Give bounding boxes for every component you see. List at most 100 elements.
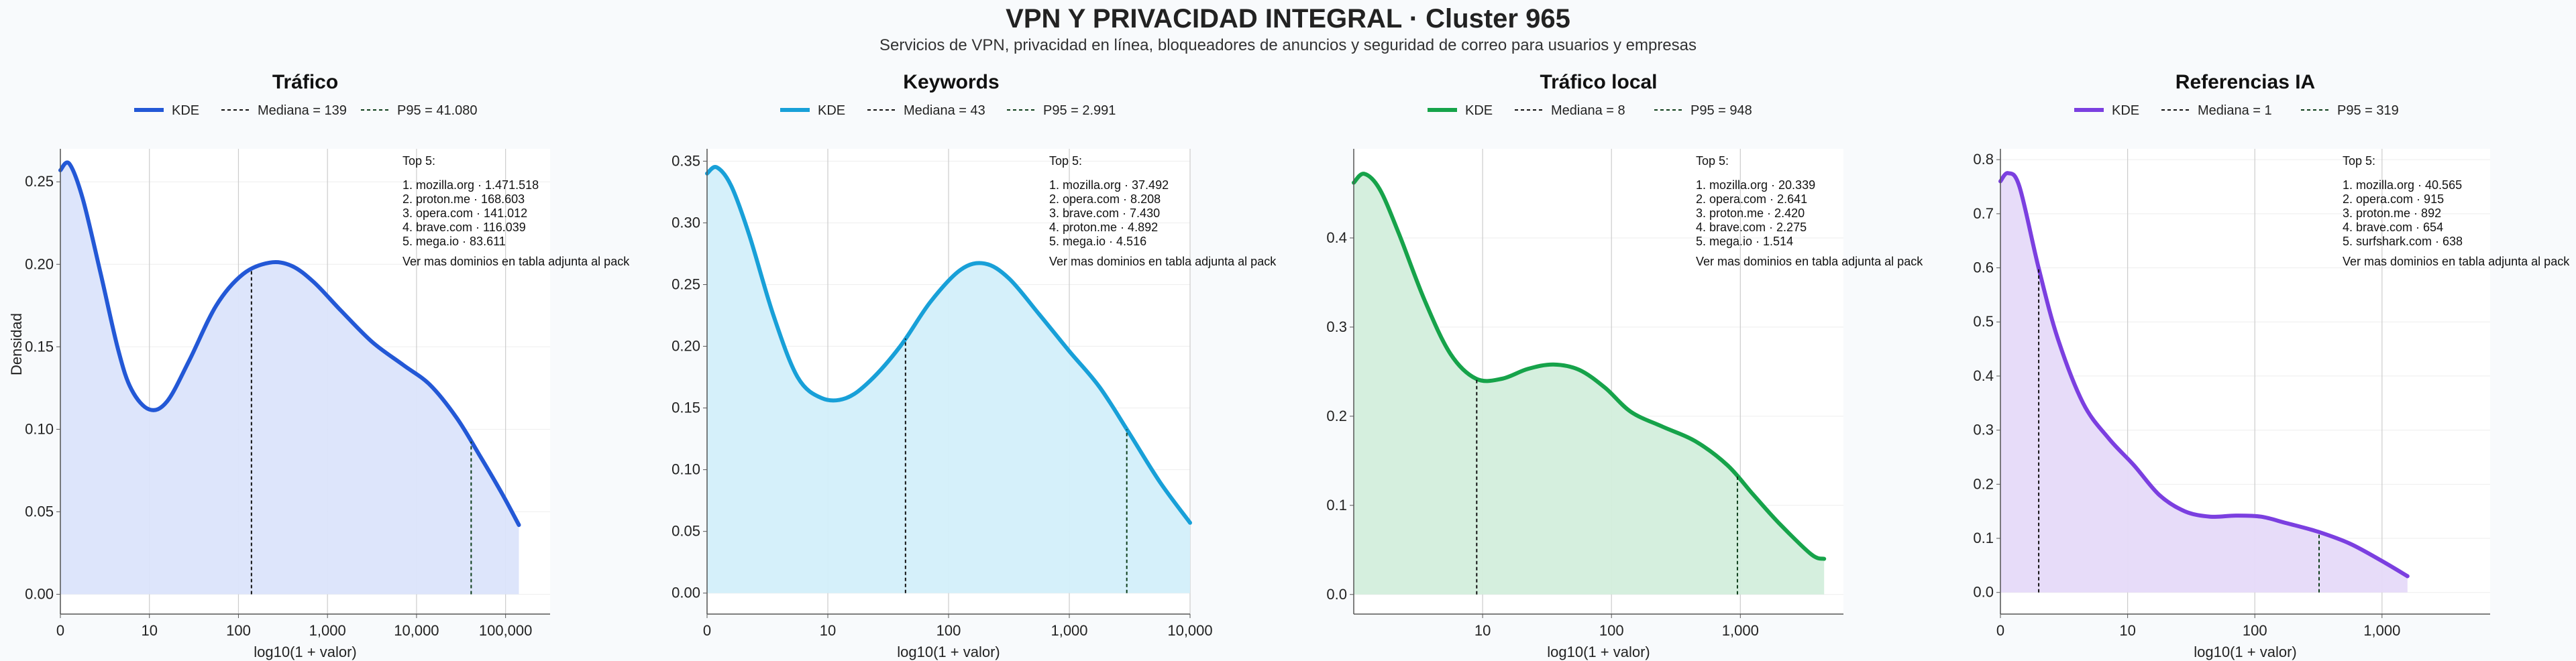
top5-item: 3. brave.com · 7.430 [1049,206,1160,220]
y-tick-label: 0.30 [672,214,700,231]
panel-title: Keywords [903,71,999,93]
top5-item: 1. mozilla.org · 20.339 [1696,178,1815,192]
top5-header: Top 5: [1049,154,1082,168]
legend-p95-label: P95 = 319 [2337,103,2399,118]
y-tick-label: 0.1 [1973,530,1994,546]
kde-line [705,165,1192,525]
chart-panel-2: 0.00 0.05 0.10 0.15 0.20 0.25 0.30 0.35 0 10 100 1,… [672,71,1277,660]
y-tick-label: 0.20 [25,255,54,272]
legend-median-label: Mediana = 43 [904,103,985,118]
top5-header: Top 5: [402,154,435,168]
x-tick-label: 10 [141,622,157,639]
legend-kde-label: KDE [2112,103,2139,118]
x-tick-label: 10 [1474,622,1491,639]
legend-kde-label: KDE [818,103,845,118]
kde-area [2000,173,2408,593]
y-tick-label: 0.1 [1326,497,1347,514]
chart-panel-4: 0.0 0.1 0.2 0.3 0.4 0.5 0.6 0.7 0.8 0 10 100 1,000 Re… [1973,71,2570,660]
top5-item: 4. brave.com · 116.039 [402,221,526,234]
kde-line [1352,172,1827,561]
y-tick-label: 0.6 [1973,259,1994,276]
y-tick-label: 0.05 [25,503,54,520]
chart-panel-3: 0.0 0.1 0.2 0.3 0.4 10 100 1,000 Tráfico local KD… [1326,71,1923,660]
x-tick-label: 0 [703,622,711,639]
legend-p95-label: P95 = 41.080 [397,103,478,118]
x-tick-label: 0 [1996,622,2004,639]
top5-footer: Ver mas dominios en tabla adjunta al pac… [1049,255,1277,268]
y-tick-label: 0.0 [1973,584,1994,601]
x-tick-label: 100 [226,622,251,639]
y-tick-label: 0.0 [1326,586,1347,603]
x-tick-label: 10,000 [1167,622,1212,639]
legend-p95-label: P95 = 948 [1690,103,1752,118]
y-tick-label: 0.10 [672,461,700,478]
y-tick-label: 0.4 [1973,367,1994,384]
x-tick-label: 10 [820,622,836,639]
x-tick-label: 100 [2243,622,2267,639]
x-axis-label: log10(1 + valor) [1547,644,1650,660]
y-tick-label: 0.25 [25,173,54,190]
y-tick-label: 0.35 [672,152,700,169]
x-tick-label: 100,000 [479,622,533,639]
x-axis-label: log10(1 + valor) [897,644,1000,660]
top5-item: 1. mozilla.org · 40.565 [2343,178,2462,192]
chart-panel-1: 0.00 0.05 0.10 0.15 0.20 0.25 0 10 100 1,000 10,00… [25,71,630,660]
panel-title: Referencias IA [2176,71,2315,93]
legend-kde-label: KDE [1465,103,1493,118]
x-tick-label: 1,000 [1051,622,1087,639]
top5-item: 5. mega.io · 1.514 [1696,235,1793,248]
kde-area [1354,174,1825,595]
y-tick-label: 0.15 [672,400,700,416]
panel-title: Tráfico [272,71,338,93]
x-tick-label: 1,000 [1722,622,1759,639]
x-tick-label: 10 [2119,622,2135,639]
top5-footer: Ver mas dominios en tabla adjunta al pac… [2343,255,2570,268]
x-tick-label: 10,000 [394,622,439,639]
kde-area [60,162,519,595]
top5-item: 4. brave.com · 2.275 [1696,221,1807,234]
x-tick-label: 100 [1599,622,1624,639]
top5-header: Top 5: [1696,154,1729,168]
x-axis-label: log10(1 + valor) [2194,644,2296,660]
y-tick-label: 0.2 [1326,408,1347,424]
y-tick-label: 0.7 [1973,205,1994,222]
top5-item: 3. opera.com · 141.012 [402,206,527,220]
top5-item: 1. mozilla.org · 1.471.518 [402,178,539,192]
top5-item: 5. surfshark.com · 638 [2343,235,2463,248]
top5-item: 5. mega.io · 4.516 [1049,235,1146,248]
y-tick-label: 0.4 [1326,229,1347,246]
y-tick-label: 0.3 [1326,318,1347,335]
legend-kde-label: KDE [172,103,199,118]
page-title: VPN Y PRIVACIDAD INTEGRAL · Cluster 965 [1006,4,1570,34]
y-tick-label: 0.05 [672,523,700,540]
kde-line [58,160,521,528]
top5-item: 2. opera.com · 8.208 [1049,192,1161,206]
top5-item: 2. proton.me · 168.603 [402,192,525,206]
top5-item: 4. proton.me · 4.892 [1049,221,1158,234]
top5-item: 1. mozilla.org · 37.492 [1049,178,1169,192]
legend-median-label: Mediana = 139 [258,103,347,118]
top5-item: 3. proton.me · 892 [2343,206,2441,220]
legend-p95-label: P95 = 2.991 [1043,103,1116,118]
x-tick-label: 100 [936,622,961,639]
y-tick-label: 0.3 [1973,422,1994,438]
panel-title: Tráfico local [1540,71,1657,93]
y-tick-label: 0.00 [25,585,54,602]
y-tick-label: 0.8 [1973,151,1994,168]
legend-median-label: Mediana = 1 [2198,103,2272,118]
top5-item: 5. mega.io · 83.611 [402,235,506,248]
y-tick-label: 0.2 [1973,475,1994,492]
y-tick-label: 0.20 [672,338,700,355]
y-tick-label: 0.15 [25,338,54,355]
kde-line [1998,171,2410,579]
legend-median-label: Mediana = 8 [1551,103,1625,118]
top5-item: 4. brave.com · 654 [2343,221,2443,234]
page-subtitle: Servicios de VPN, privacidad en línea, b… [879,36,1697,54]
top5-header: Top 5: [2343,154,2375,168]
x-tick-label: 1,000 [2363,622,2400,639]
y-tick-label: 0.5 [1973,313,1994,330]
top5-footer: Ver mas dominios en tabla adjunta al pac… [1696,255,1923,268]
y-tick-label: 0.25 [672,276,700,292]
kde-area [707,167,1190,593]
